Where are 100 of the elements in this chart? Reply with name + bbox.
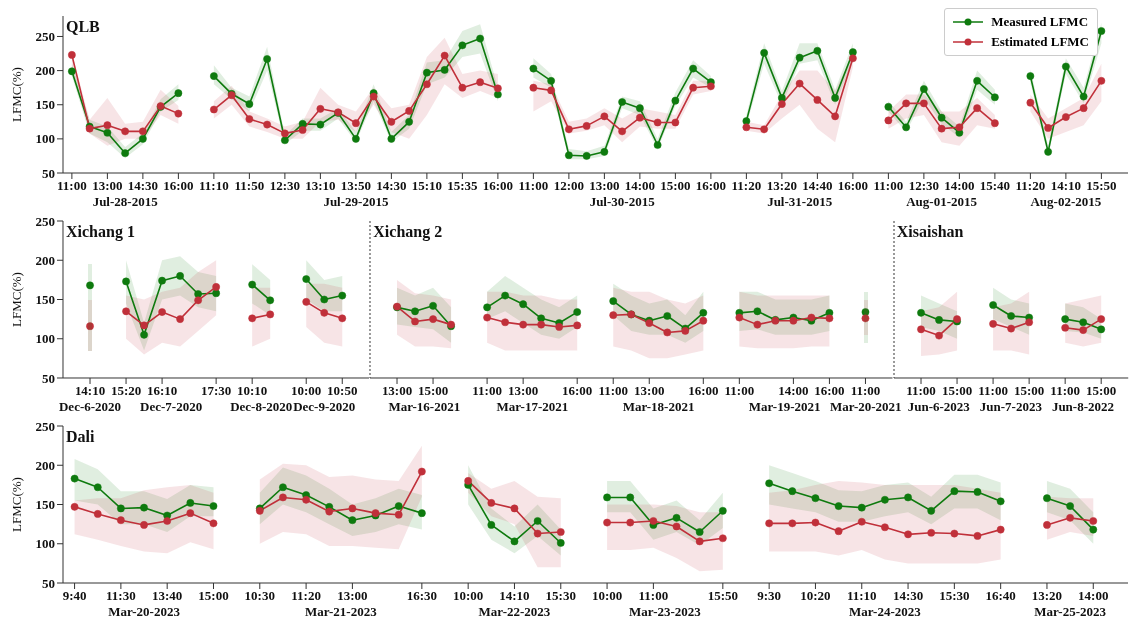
text: Mar-19-2021 xyxy=(748,399,821,415)
x-tick-label: 11:50 xyxy=(234,178,265,194)
x-tick-label: 10:00 xyxy=(591,588,623,604)
y-tick-label: 150 xyxy=(35,97,55,113)
x-tick-label: 10:30 xyxy=(244,588,275,604)
x-tick-label: 16:30 xyxy=(406,588,438,604)
x-tick-label: 12:30 xyxy=(269,178,301,194)
x-tick-label: 11:00 xyxy=(472,383,503,399)
chart-title: QLB xyxy=(66,18,100,36)
y-axis-title: LFMC(%) xyxy=(8,477,24,532)
legend-label: Estimated LFMC xyxy=(991,33,1089,51)
x-tick-label: 16:40 xyxy=(985,588,1016,604)
x-tick-label: 10:10 xyxy=(237,383,268,399)
text: Mar-21-2023 xyxy=(304,604,377,620)
x-tick-label: 13:00 xyxy=(634,383,665,399)
x-tick-label: 15:50 xyxy=(1086,178,1117,194)
x-tick-label: 14:10 xyxy=(499,588,530,604)
x-tick-label: 15:20 xyxy=(110,383,142,399)
x-tick-label: 15:00 xyxy=(1013,383,1045,399)
text: Mar-17-2021 xyxy=(496,399,569,415)
x-tick-label: 15:50 xyxy=(707,588,739,604)
x-tick-label: 9:30 xyxy=(757,588,782,604)
x-tick-label: 16:00 xyxy=(695,178,727,194)
text: Dec-7-2020 xyxy=(140,399,203,415)
x-tick-label: 15:00 xyxy=(1085,383,1117,399)
x-tick-label: 14:00 xyxy=(624,178,656,194)
x-tick-label: 11:10 xyxy=(846,588,877,604)
x-tick-label: 14:30 xyxy=(892,588,924,604)
x-tick-label: 14:30 xyxy=(127,178,159,194)
x-tick-label: 11:20 xyxy=(291,588,321,604)
x-tick-label: 12:00 xyxy=(553,178,585,194)
text: Dec-9-2020 xyxy=(293,399,356,415)
x-tick-label: 16:00 xyxy=(814,383,845,399)
x-tick-label: 11:30 xyxy=(106,588,136,604)
y-axis-title: LFMC(%) xyxy=(8,67,24,122)
x-tick-label: 14:10 xyxy=(74,383,106,399)
x-tick-label: 11:00 xyxy=(978,383,1008,399)
y-tick-label: 50 xyxy=(42,370,55,386)
x-tick-label: 16:00 xyxy=(562,383,593,399)
x-tick-label: 11:00 xyxy=(906,383,936,399)
text: Jul-31-2015 xyxy=(767,194,833,210)
x-tick-label: 13:00 xyxy=(382,383,413,399)
x-tick-label: 9:40 xyxy=(62,588,87,604)
x-tick-label: 13:00 xyxy=(92,178,123,194)
y-tick-label: 100 xyxy=(35,536,55,552)
text: Jul-30-2015 xyxy=(589,194,655,210)
y-tick-label: 50 xyxy=(42,165,55,181)
x-tick-label: 13:40 xyxy=(152,588,183,604)
text: Mar-24-2023 xyxy=(849,604,921,620)
x-tick-label: 13:00 xyxy=(337,588,368,604)
chart-title: Xichang 1 xyxy=(66,223,135,241)
x-tick-label: 11:00 xyxy=(57,178,87,194)
text: Mar-25-2023 xyxy=(1034,604,1106,620)
x-tick-label: 15:10 xyxy=(411,178,443,194)
x-tick-label: 11:00 xyxy=(873,178,904,194)
y-tick-label: 150 xyxy=(35,497,55,513)
x-tick-label: 10:50 xyxy=(327,383,358,399)
text: Jun-6-2023 xyxy=(907,399,970,415)
x-tick-label: 11:20 xyxy=(731,178,762,194)
text: Jul-29-2015 xyxy=(323,194,389,210)
x-tick-label: 11:20 xyxy=(1015,178,1046,194)
x-tick-label: 11:00 xyxy=(724,383,755,399)
text: Dec-8-2020 xyxy=(230,399,293,415)
y-tick-label: 100 xyxy=(35,131,55,147)
y-tick-label: 50 xyxy=(42,575,55,591)
x-tick-label: 14:00 xyxy=(778,383,809,399)
text: Aug-01-2015 xyxy=(906,194,978,210)
text: Mar-18-2021 xyxy=(622,399,695,415)
x-tick-label: 10:00 xyxy=(291,383,322,399)
x-tick-label: 13:00 xyxy=(589,178,620,194)
chart-title: Dali xyxy=(66,428,95,446)
chart-title: Xisaishan xyxy=(896,223,964,241)
x-tick-label: 12:30 xyxy=(908,178,940,194)
x-tick-label: 15:00 xyxy=(418,383,449,399)
x-tick-label: 11:00 xyxy=(638,588,669,604)
x-tick-label: 15:35 xyxy=(447,178,479,194)
text: Mar-16-2021 xyxy=(388,399,461,415)
x-tick-label: 16:10 xyxy=(146,383,178,399)
x-tick-label: 14:00 xyxy=(944,178,975,194)
x-tick-label: 13:20 xyxy=(766,178,798,194)
y-tick-label: 250 xyxy=(35,213,55,229)
x-tick-label: 11:00 xyxy=(598,383,629,399)
text: Jul-28-2015 xyxy=(92,194,158,210)
x-tick-label: 13:50 xyxy=(340,178,372,194)
y-tick-label: 200 xyxy=(35,457,55,473)
x-tick-label: 15:30 xyxy=(939,588,970,604)
y-tick-label: 200 xyxy=(35,63,55,79)
text: Mar-23-2023 xyxy=(629,604,701,620)
y-tick-label: 100 xyxy=(35,331,55,347)
text: Mar-20-2023 xyxy=(108,604,180,620)
y-tick-label: 250 xyxy=(35,29,55,45)
text: Dec-6-2020 xyxy=(58,399,122,415)
x-tick-label: 16:00 xyxy=(163,178,194,194)
x-tick-label: 15:30 xyxy=(545,588,576,604)
x-tick-label: 14:10 xyxy=(1050,178,1082,194)
chart-title: Xichang 2 xyxy=(373,223,443,241)
y-tick-label: 250 xyxy=(35,418,55,434)
x-tick-label: 14:00 xyxy=(1078,588,1109,604)
x-tick-label: 16:00 xyxy=(688,383,719,399)
x-tick-label: 10:00 xyxy=(452,588,484,604)
